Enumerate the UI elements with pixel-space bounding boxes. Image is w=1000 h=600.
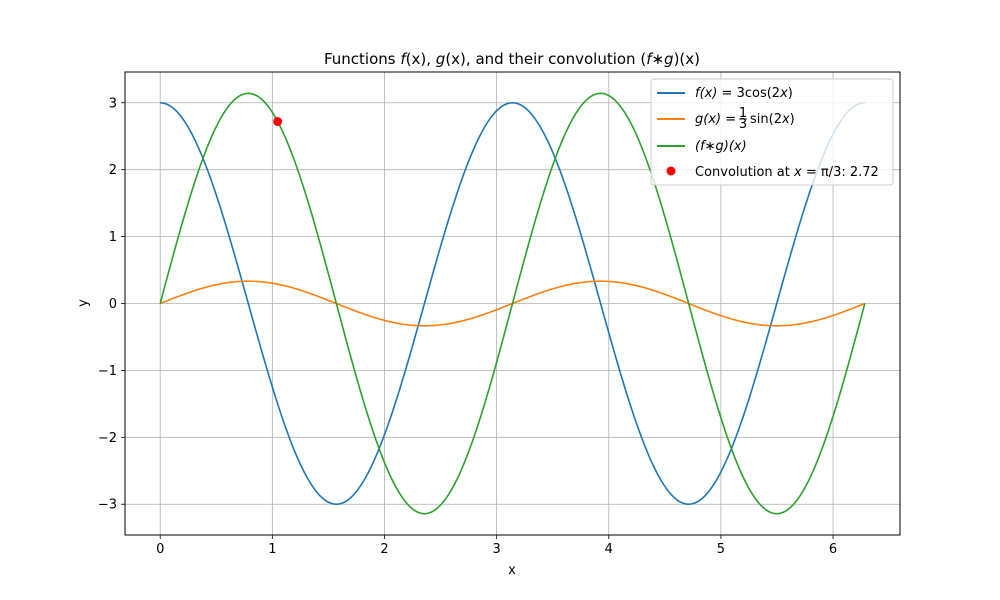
x-tick-label: 0 (156, 542, 164, 557)
x-tick-label: 2 (380, 542, 388, 557)
series-line-f (160, 101, 865, 506)
y-tick-label: −1 (98, 364, 117, 379)
legend-frac-num: 1 (739, 106, 747, 121)
convolution-point-marker (273, 117, 283, 127)
x-axis-label: x (508, 563, 516, 578)
legend-label-g-rest: sin(2x) (750, 112, 795, 127)
legend-label-marker: Convolution at x = π/3: 2.72 (695, 165, 879, 180)
chart-title: Functions f(x), g(x), and their convolut… (324, 50, 700, 68)
legend-label-conv: (f∗g)(x) (695, 139, 747, 154)
x-tick-label: 1 (268, 542, 276, 557)
markers (273, 117, 283, 127)
legend-label-g: g(x) = (695, 112, 736, 127)
x-tick-label: 5 (717, 542, 725, 557)
legend-label-f: f(x) = 3cos(2x) (695, 86, 793, 101)
y-tick-label: −3 (98, 498, 117, 513)
legend-box (650, 78, 894, 186)
legend-swatch-marker (666, 166, 676, 176)
y-tick-label: 2 (109, 163, 117, 178)
y-tick-label: −2 (98, 431, 117, 446)
ticks: 0 1 2 3 4 5 6 −3 −2 −1 0 1 2 3 (98, 96, 837, 557)
x-tick-label: 3 (492, 542, 500, 557)
legend-frac-den: 3 (739, 117, 747, 132)
y-tick-label: 0 (109, 297, 117, 312)
x-tick-label: 4 (605, 542, 613, 557)
x-tick-label: 6 (829, 542, 837, 557)
legend: f(x) = 3cos(2x) g(x) = 1 3 sin(2x) (f∗g)… (650, 78, 894, 186)
y-axis-label: y (76, 299, 91, 307)
y-tick-label: 3 (109, 96, 117, 111)
y-tick-label: 1 (109, 230, 117, 245)
